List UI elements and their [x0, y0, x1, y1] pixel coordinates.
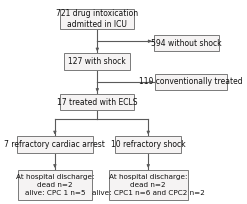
FancyBboxPatch shape	[64, 53, 130, 70]
Text: 17 treated with ECLS: 17 treated with ECLS	[57, 98, 138, 106]
Text: At hospital discharge:
dead n=2
alive: CPC 1 n=5: At hospital discharge: dead n=2 alive: C…	[16, 174, 94, 196]
Text: 721 drug intoxication
admitted in ICU: 721 drug intoxication admitted in ICU	[56, 9, 138, 29]
Text: 110 conventionally treated: 110 conventionally treated	[139, 77, 243, 86]
FancyBboxPatch shape	[17, 136, 93, 153]
FancyBboxPatch shape	[18, 170, 92, 200]
FancyBboxPatch shape	[115, 136, 181, 153]
Text: 594 without shock: 594 without shock	[151, 39, 222, 48]
Text: 10 refractory shock: 10 refractory shock	[111, 140, 185, 149]
FancyBboxPatch shape	[60, 9, 134, 29]
Text: 127 with shock: 127 with shock	[68, 57, 126, 66]
Text: At hospital discharge:
dead n=2
alive: CPC1 n=6 and CPC2 n=2: At hospital discharge: dead n=2 alive: C…	[92, 174, 205, 196]
FancyBboxPatch shape	[154, 35, 219, 51]
FancyBboxPatch shape	[60, 94, 134, 110]
FancyBboxPatch shape	[109, 170, 187, 200]
FancyBboxPatch shape	[155, 74, 227, 90]
Text: 7 refractory cardiac arrest: 7 refractory cardiac arrest	[4, 140, 105, 149]
